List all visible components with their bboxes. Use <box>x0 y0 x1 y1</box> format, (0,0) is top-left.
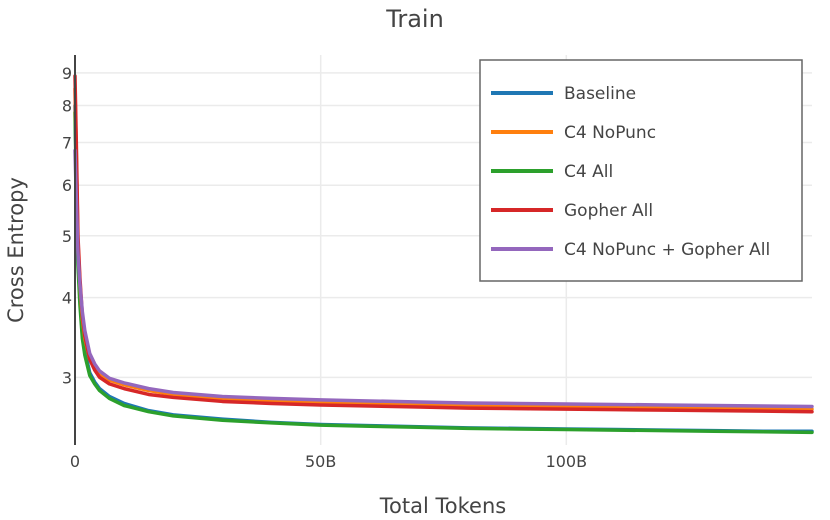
legend-label-baseline: Baseline <box>564 84 636 104</box>
legend: Baseline C4 NoPunc C4 All Gopher All C4 NoPu… <box>479 59 803 282</box>
chart-title: Train <box>385 5 444 33</box>
y-axis-title: Cross Entropy <box>4 177 28 323</box>
legend-label-c4-nopunc: C4 NoPunc <box>564 123 656 143</box>
legend-label-gopher-all: Gopher All <box>564 201 653 221</box>
ticks: 3 4 5 6 7 8 9 0 50B 100B <box>62 64 587 471</box>
y-tick-label: 4 <box>62 289 72 308</box>
x-tick-label: 50B <box>305 452 336 471</box>
grid <box>74 55 812 445</box>
series-line-c4-all <box>73 110 814 435</box>
legend-label-c4-all: C4 All <box>564 162 613 182</box>
x-axis-title: Total Tokens <box>379 494 506 518</box>
y-tick-label: 8 <box>62 97 72 116</box>
series-line-c4-nopunc-gopher-all <box>73 148 814 409</box>
y-tick-label: 7 <box>62 134 72 153</box>
x-tick-label: 100B <box>546 452 588 471</box>
y-tick-label: 6 <box>62 176 72 195</box>
series-layer <box>73 74 814 435</box>
legend-label-c4-nopunc-gopher-all: C4 NoPunc + Gopher All <box>564 240 770 260</box>
x-tick-label: 0 <box>70 452 80 471</box>
y-tick-label: 3 <box>62 368 72 387</box>
y-tick-label: 5 <box>62 227 72 246</box>
y-tick-label: 9 <box>62 64 72 83</box>
